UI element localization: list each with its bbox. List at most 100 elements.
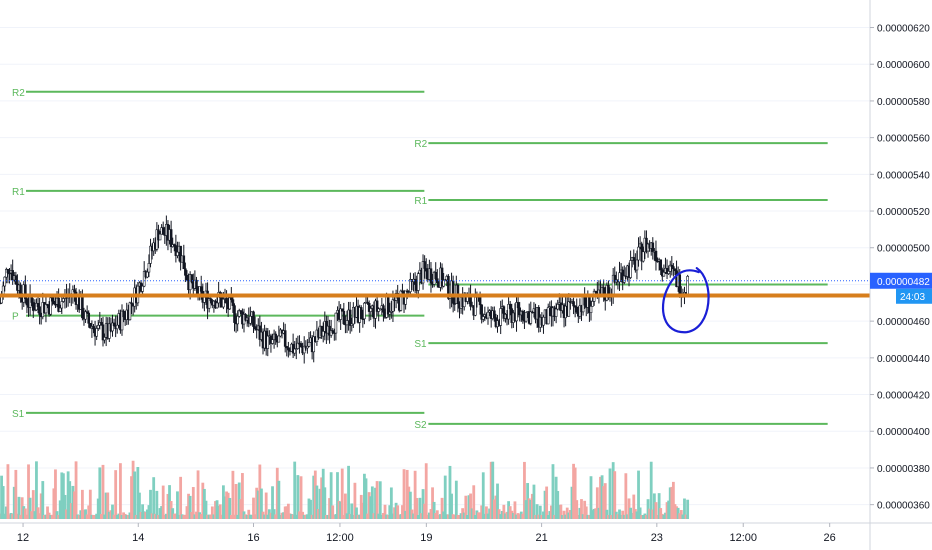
volume-bar [63,494,67,519]
volume-bar [513,501,517,519]
volume-bar [378,481,382,519]
volume-bar [279,514,282,519]
candle-body [233,305,236,323]
volume-bar [643,513,647,519]
candle-body [401,290,404,293]
volume-bar [144,511,148,519]
volume-bar [469,493,472,519]
volume-bar [117,513,121,519]
candle-body [230,297,233,300]
volume-bar [179,476,183,519]
candle-body [567,301,571,317]
candle-body [176,251,179,256]
candle-body [207,298,211,309]
volume-bar [339,501,343,519]
volume-bar [405,469,409,519]
volume-bar [104,492,108,519]
volume-bar [472,485,476,519]
candle-body [195,279,198,289]
horizontal-line[interactable] [0,280,870,298]
volume-bar [407,486,411,519]
volume-bar [76,514,80,519]
volume-bar [202,488,206,519]
volume-bar [681,514,685,519]
volume-bar [488,508,491,519]
volume-bar [486,513,490,519]
volume-bar [280,512,284,519]
volume-bar [519,511,523,519]
volume-bar [605,509,609,519]
candle-body [8,272,11,275]
volume-bar [545,486,549,519]
volume-bar [638,507,642,519]
volume-bar [182,514,186,519]
candle-body [147,263,151,273]
volume-bar [176,491,179,519]
volume-bar [52,488,56,519]
candle-body [632,257,636,261]
volume-bar [523,461,526,519]
volume-bar [55,511,59,519]
volume-bar [131,460,135,519]
candle-body [141,285,144,292]
candle-body [399,290,403,311]
candle-body [366,301,369,304]
volume-bar [423,503,427,519]
volume-bar [464,495,468,519]
volume-bar [33,511,37,519]
volume-bar [136,467,140,519]
volume-bar [103,514,106,519]
candle-body [49,297,53,315]
volume-bar [397,514,401,519]
candle-body [440,267,444,287]
volume-bar [126,515,130,519]
volume-bar [272,509,276,519]
volume-bar [57,514,61,519]
volume-bar [0,475,3,519]
candle-body [529,311,533,324]
volume-bar [584,506,588,519]
pivot-lines: R2R1PS1R2R1PS1S2 [12,88,828,431]
volume-bar [253,514,257,519]
candle-body [331,330,335,333]
candle-body [382,305,385,313]
candle-body [670,264,674,267]
candle-body [424,268,428,272]
y-axis[interactable]: 0.00000620 0.00000600 0.00000580 0.00000560… [869,0,932,550]
volume-bar [613,471,617,519]
volume-bar [454,480,458,519]
candle-body [521,311,525,321]
volume-bar [290,514,293,519]
candle-body [613,274,617,283]
volume-bar [626,514,629,519]
volume-bar [542,511,545,519]
volume-bar [323,487,327,519]
volume-bar [391,513,395,519]
volume-bar [115,514,119,519]
volume-bar [310,514,314,519]
candle-body [31,302,35,311]
volume-bar [66,471,70,519]
candle-body [507,303,510,320]
candle-body [434,271,438,279]
candle-body [174,245,178,256]
candle-body [5,269,8,278]
candle-body [92,326,95,330]
volume-bar [424,463,428,519]
y-tick-label: 0.00000540 [877,170,930,181]
x-axis[interactable]: 12 14 16 12:00 19 21 23 12:00 26 [0,522,932,544]
candle-body [480,304,483,320]
volume-bar [241,473,244,519]
volume-bar [152,477,156,519]
volume-bar [466,514,469,519]
x-tick-label: 16 [247,532,259,544]
candle-body [423,261,426,269]
volume-bar [591,510,594,519]
volume-bar [302,514,306,519]
volume-bar [553,514,556,519]
annotation-ellipse[interactable] [661,267,710,334]
candle-body [228,297,232,310]
candle-body [209,298,213,302]
volume-bar [529,499,533,519]
